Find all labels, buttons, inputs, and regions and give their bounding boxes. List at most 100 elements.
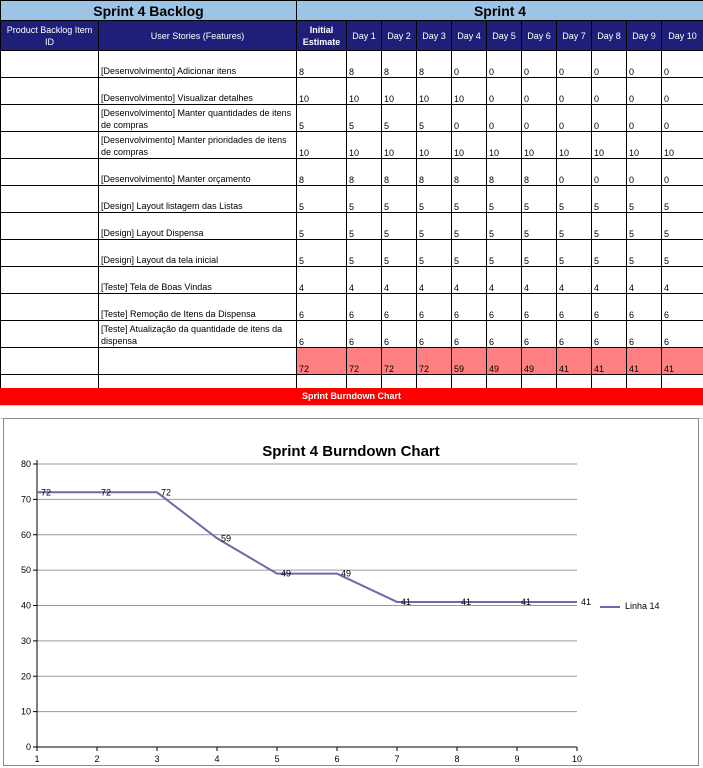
cell-empty[interactable] — [416, 374, 452, 389]
cell-day-2[interactable]: 8 — [381, 50, 417, 78]
cell-day-3[interactable]: 5 — [416, 212, 452, 240]
cell-day-4[interactable]: 10 — [451, 77, 487, 105]
cell-day-4[interactable]: 0 — [451, 104, 487, 132]
total-day-3[interactable]: 72 — [416, 347, 452, 375]
header-day-10[interactable]: Day 10 — [660, 20, 703, 51]
cell-day-9[interactable]: 4 — [626, 266, 662, 294]
cell-day-8[interactable]: 0 — [591, 104, 627, 132]
cell-day-4[interactable]: 5 — [451, 212, 487, 240]
cell-day-10[interactable]: 0 — [660, 77, 703, 105]
cell-day-2[interactable]: 5 — [381, 104, 417, 132]
cell-empty[interactable] — [0, 374, 99, 389]
cell-day-7[interactable]: 0 — [556, 77, 592, 105]
cell-day-6[interactable]: 5 — [521, 239, 557, 267]
cell-day-1[interactable]: 6 — [346, 293, 382, 321]
cell-day-1[interactable]: 8 — [346, 50, 382, 78]
cell-day-10[interactable]: 6 — [660, 320, 703, 348]
total-day-10[interactable]: 41 — [660, 347, 703, 375]
cell-day-8[interactable]: 5 — [591, 212, 627, 240]
cell-day-2[interactable]: 4 — [381, 266, 417, 294]
cell-user-story[interactable]: [Desenvolvimento] Manter prioridades de … — [98, 131, 297, 159]
cell-day-4[interactable]: 6 — [451, 320, 487, 348]
cell-empty[interactable] — [486, 374, 522, 389]
cell-day-1[interactable]: 5 — [346, 212, 382, 240]
total-day-4[interactable]: 59 — [451, 347, 487, 375]
cell-day-5[interactable]: 0 — [486, 77, 522, 105]
header-product-id[interactable]: Product Backlog Item ID — [0, 20, 99, 51]
cell-day-9[interactable]: 0 — [626, 77, 662, 105]
cell-day-4[interactable]: 6 — [451, 293, 487, 321]
cell-product-id[interactable] — [0, 266, 99, 294]
cell-day-1[interactable]: 5 — [346, 185, 382, 213]
cell-day-6[interactable]: 6 — [521, 320, 557, 348]
cell-day-10[interactable]: 5 — [660, 239, 703, 267]
cell-day-1[interactable]: 5 — [346, 239, 382, 267]
cell-day-10[interactable]: 0 — [660, 158, 703, 186]
cell-initial-estimate[interactable]: 6 — [296, 320, 347, 348]
cell-day-10[interactable]: 0 — [660, 104, 703, 132]
cell-day-2[interactable]: 10 — [381, 131, 417, 159]
cell-initial-estimate[interactable]: 8 — [296, 50, 347, 78]
cell-day-6[interactable]: 8 — [521, 158, 557, 186]
cell-day-7[interactable]: 0 — [556, 158, 592, 186]
cell-initial-estimate[interactable]: 4 — [296, 266, 347, 294]
header-day-7[interactable]: Day 7 — [556, 20, 592, 51]
header-day-5[interactable]: Day 5 — [486, 20, 522, 51]
cell-day-5[interactable]: 4 — [486, 266, 522, 294]
cell-day-2[interactable]: 6 — [381, 320, 417, 348]
cell-day-5[interactable]: 0 — [486, 104, 522, 132]
header-day-6[interactable]: Day 6 — [521, 20, 557, 51]
cell-day-3[interactable]: 10 — [416, 77, 452, 105]
cell-day-8[interactable]: 10 — [591, 131, 627, 159]
cell-initial-estimate[interactable]: 5 — [296, 239, 347, 267]
total-day-7[interactable]: 41 — [556, 347, 592, 375]
cell-day-4[interactable]: 10 — [451, 131, 487, 159]
cell-day-2[interactable]: 10 — [381, 77, 417, 105]
header-user-stories[interactable]: User Stories (Features) — [98, 20, 297, 51]
cell-day-6[interactable]: 0 — [521, 50, 557, 78]
cell-product-id[interactable] — [0, 185, 99, 213]
cell-product-id[interactable] — [0, 131, 99, 159]
cell-day-8[interactable]: 6 — [591, 320, 627, 348]
cell-day-5[interactable]: 5 — [486, 212, 522, 240]
cell-day-7[interactable]: 6 — [556, 320, 592, 348]
cell-day-3[interactable]: 5 — [416, 239, 452, 267]
total-day-5[interactable]: 49 — [486, 347, 522, 375]
cell-day-3[interactable]: 8 — [416, 50, 452, 78]
cell-day-8[interactable]: 0 — [591, 50, 627, 78]
cell-initial-estimate[interactable]: 10 — [296, 77, 347, 105]
cell-day-7[interactable]: 5 — [556, 239, 592, 267]
cell-day-8[interactable]: 0 — [591, 77, 627, 105]
cell-initial-estimate[interactable]: 5 — [296, 185, 347, 213]
cell-day-5[interactable]: 8 — [486, 158, 522, 186]
cell-day-8[interactable]: 5 — [591, 185, 627, 213]
header-day-2[interactable]: Day 2 — [381, 20, 417, 51]
cell-user-story[interactable]: [Teste] Remoção de Itens da Dispensa — [98, 293, 297, 321]
cell-day-8[interactable]: 0 — [591, 158, 627, 186]
cell-day-6[interactable]: 0 — [521, 77, 557, 105]
cell-day-7[interactable]: 6 — [556, 293, 592, 321]
header-initial-estimate[interactable]: Initial Estimate — [296, 20, 347, 51]
burndown-chart[interactable]: 0 10 20 30 40 50 60 70 80 1 2 3 4 5 6 7 8 9 10 72 72 72 59 49 49… — [3, 418, 699, 766]
cell-day-3[interactable]: 4 — [416, 266, 452, 294]
cell-empty[interactable] — [381, 374, 417, 389]
cell-day-3[interactable]: 8 — [416, 158, 452, 186]
cell-user-story[interactable]: [Teste] Tela de Boas Vindas — [98, 266, 297, 294]
cell-day-10[interactable]: 10 — [660, 131, 703, 159]
cell-day-9[interactable]: 0 — [626, 104, 662, 132]
cell-day-8[interactable]: 4 — [591, 266, 627, 294]
cell-day-1[interactable]: 8 — [346, 158, 382, 186]
cell-day-9[interactable]: 6 — [626, 320, 662, 348]
cell-day-5[interactable]: 6 — [486, 320, 522, 348]
cell-day-9[interactable]: 5 — [626, 212, 662, 240]
cell-day-9[interactable]: 5 — [626, 185, 662, 213]
cell-empty[interactable] — [591, 374, 627, 389]
cell-day-3[interactable]: 10 — [416, 131, 452, 159]
cell-initial-estimate[interactable]: 5 — [296, 104, 347, 132]
cell-day-6[interactable]: 10 — [521, 131, 557, 159]
cell-user-story[interactable]: [Desenvolvimento] Manter orçamento — [98, 158, 297, 186]
header-day-3[interactable]: Day 3 — [416, 20, 452, 51]
cell-day-7[interactable]: 4 — [556, 266, 592, 294]
cell-empty[interactable] — [626, 374, 662, 389]
cell-empty[interactable] — [346, 374, 382, 389]
